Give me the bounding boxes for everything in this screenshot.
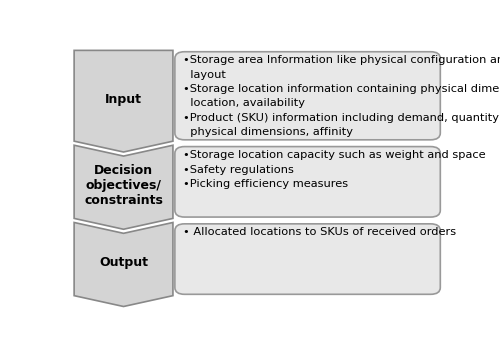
FancyBboxPatch shape <box>175 146 440 217</box>
Polygon shape <box>74 50 173 152</box>
Text: Output: Output <box>99 256 148 269</box>
Text: • Allocated locations to SKUs of received orders: • Allocated locations to SKUs of receive… <box>182 227 456 237</box>
Text: •Storage location capacity such as weight and space
•Safety regulations
•Picking: •Storage location capacity such as weigh… <box>182 150 485 189</box>
Polygon shape <box>74 145 173 229</box>
FancyBboxPatch shape <box>175 52 440 140</box>
Polygon shape <box>74 222 173 307</box>
Text: •Storage area Information like physical configuration and
  layout
•Storage loca: •Storage area Information like physical … <box>182 55 500 137</box>
FancyBboxPatch shape <box>175 224 440 294</box>
Text: Input: Input <box>105 93 142 106</box>
Text: Decision
objectives/
constraints: Decision objectives/ constraints <box>84 164 163 207</box>
